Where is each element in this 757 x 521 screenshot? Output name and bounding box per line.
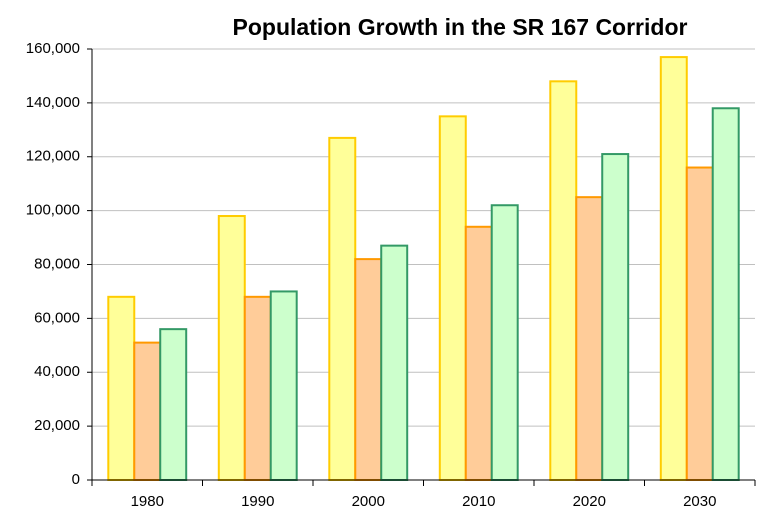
chart-title: Population Growth in the SR 167 Corridor (233, 14, 688, 40)
bar (490, 204, 519, 482)
bar (601, 153, 630, 481)
bar (159, 328, 188, 481)
bar (549, 80, 578, 481)
y-tick-label: 120,000 (26, 148, 80, 165)
y-tick-label: 0 (72, 471, 80, 488)
x-tick-label: 2010 (462, 493, 495, 510)
y-tick-label: 60,000 (34, 309, 80, 326)
y-tick-label: 80,000 (34, 255, 80, 272)
y-tick-label: 20,000 (34, 417, 80, 434)
x-tick-label: 1990 (241, 493, 274, 510)
x-tick-label: 2020 (573, 493, 606, 510)
bar (354, 258, 383, 481)
bar (269, 290, 298, 481)
x-tick-label: 2030 (683, 493, 716, 510)
bar (328, 136, 357, 482)
x-tick-label: 1980 (131, 493, 164, 510)
bar (107, 295, 136, 482)
bar (438, 115, 467, 481)
bar (243, 295, 272, 482)
bar (380, 244, 409, 481)
y-tick-label: 100,000 (26, 202, 80, 219)
bar (464, 225, 493, 481)
bar (659, 56, 688, 482)
bar (133, 341, 162, 481)
bar (685, 166, 714, 481)
bar (575, 196, 604, 481)
bar (217, 215, 246, 481)
x-tick-label: 2000 (352, 493, 385, 510)
bar (711, 107, 740, 481)
y-tick-label: 160,000 (26, 40, 80, 57)
y-tick-label: 40,000 (34, 363, 80, 380)
y-tick-label: 140,000 (26, 94, 80, 111)
